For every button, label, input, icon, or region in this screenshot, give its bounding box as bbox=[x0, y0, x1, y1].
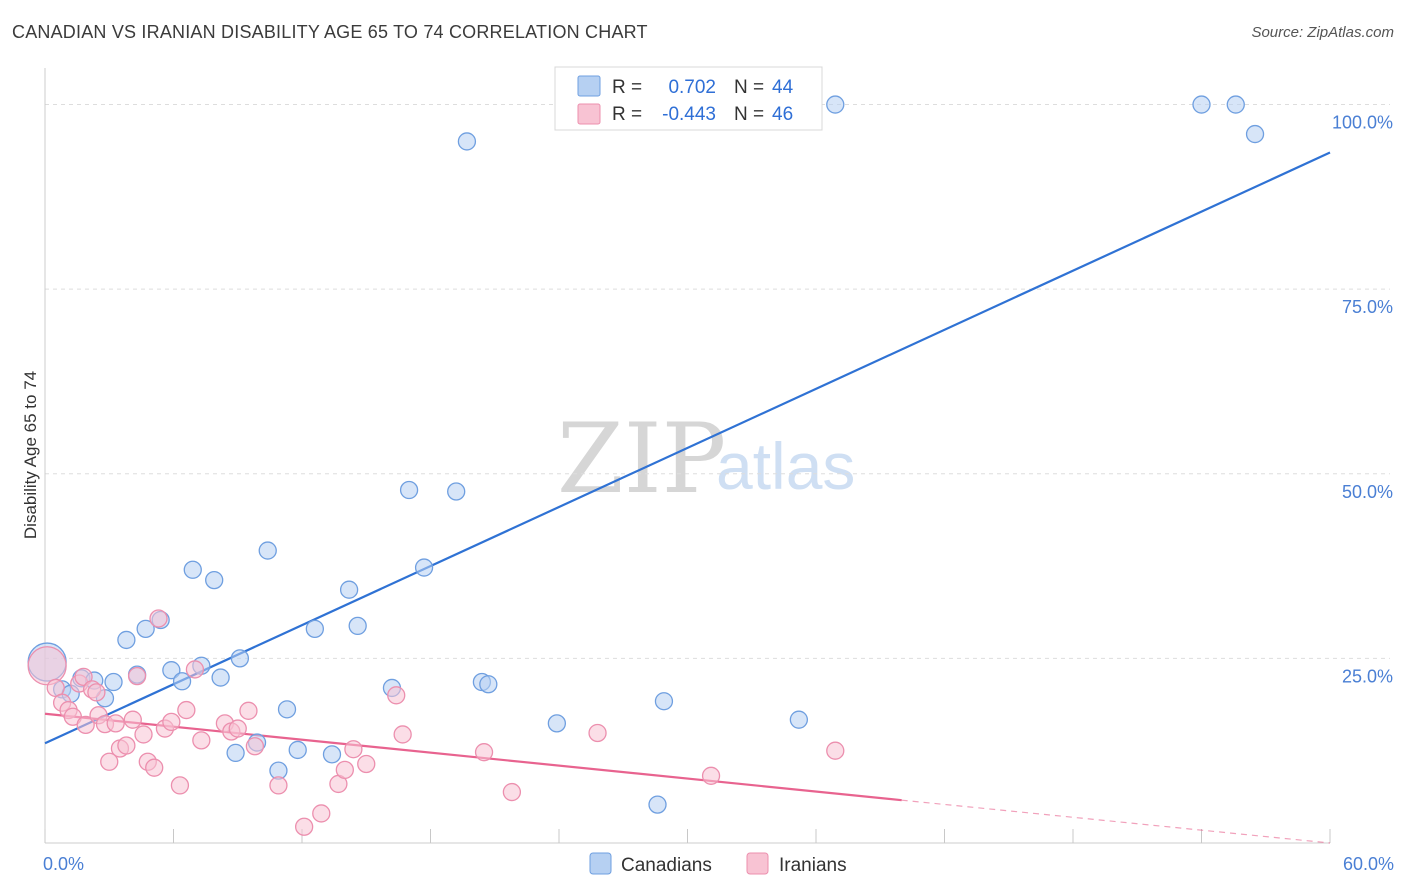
iranians-point bbox=[826, 741, 845, 760]
canadians-point bbox=[305, 619, 325, 638]
iranians-point bbox=[149, 609, 168, 628]
iranians-point bbox=[74, 667, 93, 686]
canadians-point bbox=[348, 616, 367, 636]
y-tick-label: 75.0% bbox=[1342, 297, 1393, 317]
trend-lines bbox=[44, 151, 1331, 844]
iranians-point bbox=[312, 804, 331, 823]
grid-lines bbox=[45, 104, 1390, 659]
canadians-point bbox=[226, 743, 245, 763]
iranians-point bbox=[162, 712, 181, 732]
y-tick-label: 25.0% bbox=[1342, 666, 1393, 686]
iranians-point bbox=[63, 707, 82, 726]
series-legend: Canadians Iranians bbox=[589, 852, 847, 876]
iranians-point bbox=[357, 754, 376, 774]
canadians-point bbox=[162, 661, 181, 680]
canadians-point bbox=[172, 672, 192, 691]
iranians-point bbox=[344, 740, 363, 759]
iranians-point bbox=[192, 731, 211, 750]
canadians-n-value: 44 bbox=[772, 77, 794, 98]
canadians-point bbox=[479, 675, 498, 694]
iranians-point bbox=[134, 725, 153, 744]
iranians-legend-swatch bbox=[577, 103, 601, 125]
legend-canadians-swatch bbox=[589, 852, 612, 875]
iranians-n-value: 46 bbox=[772, 104, 793, 125]
y-axis-label: Disability Age 65 to 74 bbox=[21, 371, 40, 539]
canadians-point bbox=[547, 714, 567, 733]
canadians-legend-swatch bbox=[577, 75, 601, 97]
x-tick-label: 60.0% bbox=[1343, 854, 1394, 874]
canadians-point bbox=[1226, 95, 1245, 114]
canadians-point bbox=[183, 560, 202, 579]
legend-iranians-label: Iranians bbox=[779, 855, 847, 876]
iranians-trend-extension bbox=[901, 799, 1331, 844]
iranians-point bbox=[185, 660, 205, 679]
chart-source: Source: ZipAtlas.com bbox=[1251, 24, 1394, 41]
canadians-point bbox=[277, 700, 297, 719]
iranians-point bbox=[294, 817, 314, 836]
canadians-point bbox=[211, 668, 230, 687]
iranians-point bbox=[701, 766, 721, 785]
iranians-point bbox=[117, 736, 136, 755]
canadians-point bbox=[654, 692, 674, 711]
iranians-point bbox=[100, 752, 119, 771]
canadians-point bbox=[414, 558, 434, 577]
canadians-point bbox=[789, 710, 809, 729]
canadians-point bbox=[258, 541, 277, 560]
y-tick-label: 50.0% bbox=[1342, 482, 1393, 502]
canadians-r-value: 0.702 bbox=[668, 77, 716, 98]
iranians-point bbox=[170, 776, 190, 795]
watermark-zip: ZIP bbox=[557, 403, 726, 515]
canadians-r-label: R = bbox=[612, 77, 642, 98]
legend-iranians-swatch bbox=[746, 852, 769, 875]
iranians-r-value: -0.443 bbox=[662, 104, 716, 125]
canadians-point bbox=[339, 580, 359, 599]
iranians-trend-line bbox=[44, 712, 902, 802]
watermark-atlas: atlas bbox=[716, 429, 855, 503]
canadians-point bbox=[648, 795, 667, 814]
chart-title: CANADIAN VS IRANIAN DISABILITY AGE 65 TO… bbox=[12, 22, 648, 42]
canadians-point bbox=[457, 132, 477, 151]
iranians-r-label: R = bbox=[612, 104, 642, 125]
iranians-point bbox=[474, 743, 494, 762]
canadians-point bbox=[205, 570, 224, 590]
iranians-point bbox=[502, 782, 522, 802]
iranians-point bbox=[335, 760, 354, 780]
canadians-point bbox=[399, 480, 419, 500]
iranians-point bbox=[27, 646, 67, 686]
iranians-point bbox=[393, 725, 412, 744]
iranians-point bbox=[228, 719, 247, 738]
iranians-point bbox=[387, 686, 406, 705]
canadians-point bbox=[230, 649, 250, 668]
iranians-point bbox=[145, 758, 164, 777]
iranians-point bbox=[127, 666, 147, 686]
canadians-point bbox=[288, 740, 307, 760]
x-tick-label: 0.0% bbox=[43, 854, 84, 874]
iranians-point bbox=[177, 700, 196, 720]
iranians-point bbox=[123, 710, 142, 729]
iranians-point bbox=[87, 683, 106, 702]
canadians-point bbox=[136, 619, 155, 638]
stats-legend: R = 0.702 N = 44 R = -0.443 N = 46 bbox=[554, 66, 823, 131]
canadians-point bbox=[117, 630, 136, 650]
iranians-point bbox=[245, 737, 265, 756]
canadians-point bbox=[826, 95, 845, 114]
canadians-point bbox=[322, 745, 342, 764]
iranians-point bbox=[106, 714, 125, 733]
canadians-point bbox=[447, 482, 466, 501]
canadians-point bbox=[1245, 124, 1265, 144]
y-tick-label: 100.0% bbox=[1332, 113, 1393, 133]
canadians-trend-line bbox=[44, 151, 1331, 745]
iranians-point bbox=[239, 701, 258, 720]
scatter-points bbox=[27, 95, 1265, 836]
canadians-point bbox=[1192, 95, 1211, 114]
iranians-point bbox=[588, 723, 607, 743]
iranians-point bbox=[269, 776, 288, 795]
legend-canadians-label: Canadians bbox=[621, 855, 712, 876]
canadians-n-label: N = bbox=[734, 77, 764, 98]
axes: 25.0% 50.0% 75.0% 100.0% 0.0% 60.0% bbox=[43, 68, 1394, 874]
iranians-point bbox=[76, 715, 95, 734]
canadians-point bbox=[104, 672, 123, 692]
iranians-n-label: N = bbox=[734, 104, 764, 125]
